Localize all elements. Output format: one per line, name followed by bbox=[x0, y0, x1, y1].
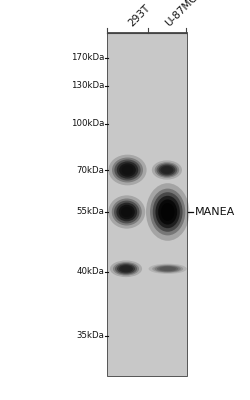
Ellipse shape bbox=[118, 265, 132, 272]
Ellipse shape bbox=[154, 265, 180, 272]
Ellipse shape bbox=[112, 262, 138, 276]
Ellipse shape bbox=[120, 207, 132, 217]
Ellipse shape bbox=[120, 266, 130, 271]
Ellipse shape bbox=[156, 266, 178, 272]
Ellipse shape bbox=[121, 165, 133, 175]
Text: 55kDa: 55kDa bbox=[76, 208, 104, 216]
Ellipse shape bbox=[114, 160, 140, 180]
Ellipse shape bbox=[160, 203, 174, 221]
Ellipse shape bbox=[161, 267, 173, 270]
Ellipse shape bbox=[116, 264, 134, 274]
Ellipse shape bbox=[160, 166, 173, 174]
Ellipse shape bbox=[151, 160, 181, 180]
Ellipse shape bbox=[159, 266, 175, 271]
Ellipse shape bbox=[146, 183, 188, 241]
Ellipse shape bbox=[111, 198, 141, 226]
Text: 70kDa: 70kDa bbox=[76, 166, 104, 174]
Text: 130kDa: 130kDa bbox=[70, 82, 104, 90]
Ellipse shape bbox=[158, 165, 175, 176]
Ellipse shape bbox=[110, 260, 142, 277]
Ellipse shape bbox=[162, 167, 171, 173]
Ellipse shape bbox=[152, 192, 182, 232]
Ellipse shape bbox=[112, 158, 142, 182]
Ellipse shape bbox=[116, 161, 138, 179]
Text: 100kDa: 100kDa bbox=[70, 120, 104, 128]
Text: 293T: 293T bbox=[126, 2, 152, 28]
Ellipse shape bbox=[116, 203, 136, 221]
Ellipse shape bbox=[154, 162, 178, 178]
Ellipse shape bbox=[118, 205, 134, 219]
Ellipse shape bbox=[114, 263, 136, 274]
Ellipse shape bbox=[108, 155, 146, 185]
Bar bbox=[106, 32, 186, 376]
Ellipse shape bbox=[148, 264, 186, 274]
Text: MANEA: MANEA bbox=[194, 207, 234, 217]
Text: U-87MG: U-87MG bbox=[162, 0, 199, 28]
Ellipse shape bbox=[156, 164, 176, 177]
Text: 170kDa: 170kDa bbox=[70, 54, 104, 62]
Ellipse shape bbox=[158, 199, 176, 225]
Text: 35kDa: 35kDa bbox=[76, 332, 104, 340]
Ellipse shape bbox=[119, 163, 135, 177]
Text: 40kDa: 40kDa bbox=[76, 268, 104, 276]
Ellipse shape bbox=[155, 196, 179, 228]
Ellipse shape bbox=[150, 189, 184, 235]
Ellipse shape bbox=[108, 195, 145, 229]
Ellipse shape bbox=[152, 265, 182, 273]
Ellipse shape bbox=[114, 200, 139, 224]
